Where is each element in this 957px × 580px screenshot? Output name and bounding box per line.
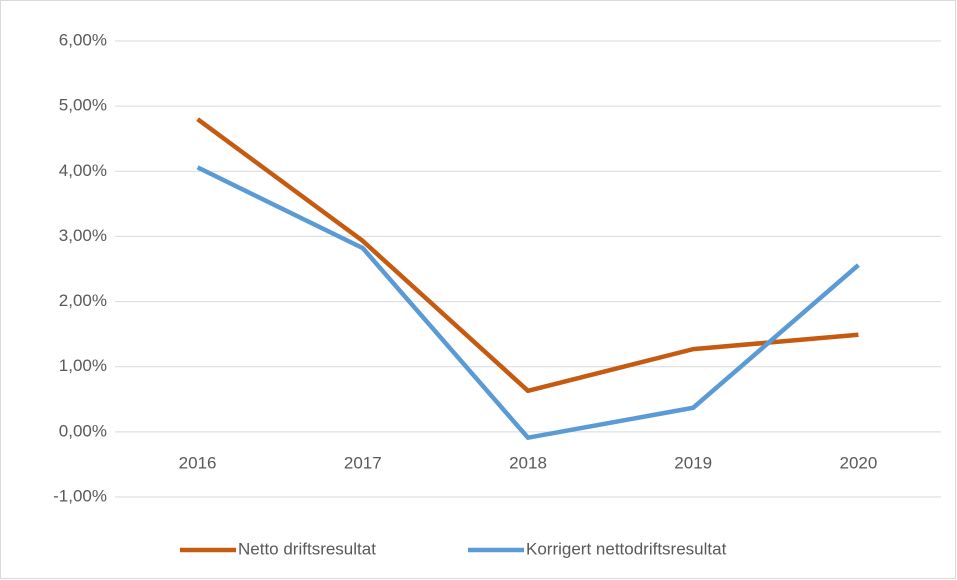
y-tick-label: 1,00% — [59, 356, 107, 375]
y-tick-label: 3,00% — [59, 226, 107, 245]
series-line — [196, 117, 859, 394]
x-tick-label: 2017 — [344, 453, 382, 472]
legend-label: Korrigert nettodriftsresultat — [526, 539, 727, 558]
y-tick-label: 4,00% — [59, 161, 107, 180]
y-tick-label: 0,00% — [59, 421, 107, 440]
x-tick-label: 2020 — [839, 453, 877, 472]
y-tick-label: 6,00% — [59, 30, 107, 49]
y-tick-label: 2,00% — [59, 291, 107, 310]
y-tick-label: -1,00% — [53, 486, 107, 505]
x-tick-label: 2018 — [509, 453, 547, 472]
y-tick-label: 5,00% — [59, 96, 107, 115]
x-tick-label: 2019 — [674, 453, 712, 472]
x-tick-label: 2016 — [179, 453, 217, 472]
legend-label: Netto driftsresultat — [238, 539, 376, 558]
series-line — [196, 165, 860, 440]
